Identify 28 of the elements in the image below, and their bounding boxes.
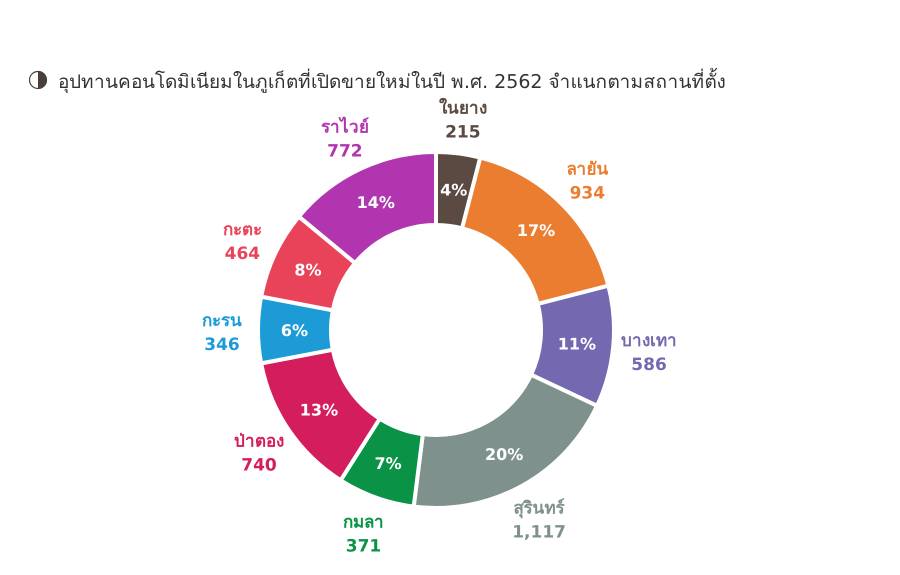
slice-label: ในยาง bbox=[438, 98, 487, 119]
slice-label: บางเทา bbox=[621, 331, 678, 352]
text: 371 bbox=[346, 536, 382, 556]
data-label: 8% bbox=[294, 260, 322, 280]
slice-label: สุรินทร์ bbox=[514, 498, 566, 519]
slice-label: ป่าตอง bbox=[234, 431, 284, 452]
text: 1,117 bbox=[512, 522, 566, 543]
data-label: 17% bbox=[516, 220, 556, 240]
data-label: 14% bbox=[356, 192, 395, 212]
data-label: 11% bbox=[558, 334, 596, 354]
data-label: 6% bbox=[280, 321, 308, 340]
text: 772 bbox=[327, 141, 363, 162]
slice-label: ราไวย์ bbox=[320, 116, 369, 138]
text: 215 bbox=[445, 122, 481, 143]
data-label: 13% bbox=[300, 400, 338, 420]
chart-title: อุปทานคอนโดมิเนียมในภูเก็ตที่เปิดขายใหม่ในปี พ.ศ. 2562 จำแนกตามสถานที่ตั้ง bbox=[58, 68, 726, 94]
slice-label: กะตะ bbox=[222, 220, 262, 240]
slice-label: กะรน bbox=[202, 311, 242, 331]
data-label: 20% bbox=[485, 445, 524, 464]
data-label: 7% bbox=[374, 454, 402, 474]
slice-label: ลายัน bbox=[566, 160, 608, 180]
text: 464 bbox=[224, 244, 260, 264]
text: 586 bbox=[631, 355, 667, 376]
text: 740 bbox=[241, 455, 277, 476]
slice-label: กมลา bbox=[343, 512, 384, 532]
text: 346 bbox=[204, 335, 240, 355]
data-label: 4% bbox=[440, 180, 468, 200]
text: 934 bbox=[570, 184, 606, 204]
